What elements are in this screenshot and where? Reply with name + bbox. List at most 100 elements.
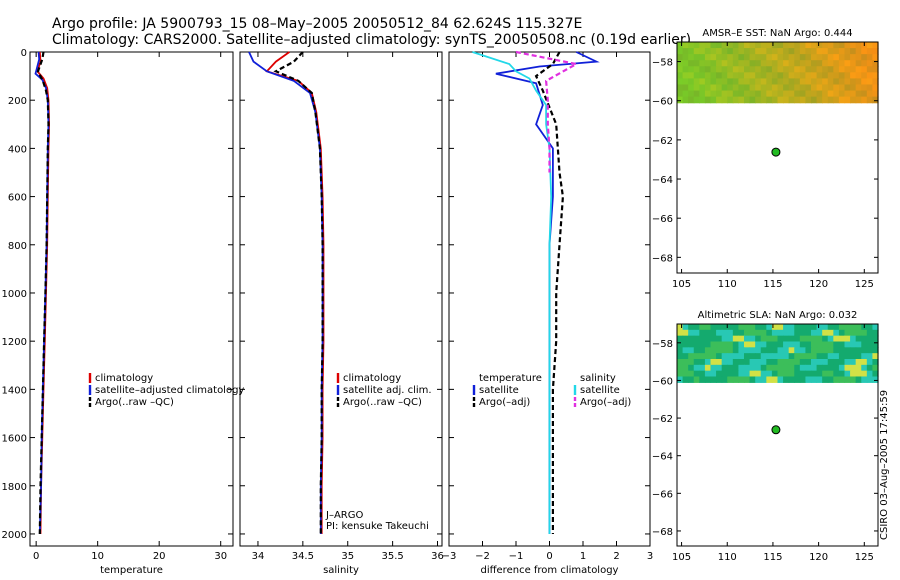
temperature-xlabel: temperature [100,565,163,576]
sla_map-cell [816,353,823,360]
sst_map-cell [677,84,684,92]
sla_map-cell [727,358,734,366]
sla_map-cell [749,347,756,354]
sst_map-cell [716,42,723,49]
sla_map-cell [693,353,700,360]
sla_map-cell [799,353,807,360]
sla_map-frame [676,323,879,547]
sla_map-cell [838,335,846,343]
sla_map-cell [732,324,740,331]
sst_map-cell [838,72,846,80]
sst_map-cell [833,60,840,67]
sla_map-cell [783,347,790,354]
sst_map-cell [816,42,823,49]
sst_map-cell [844,96,851,104]
sst_map-cell [805,42,812,49]
sst_map-cell [833,72,840,80]
sst_map-cell [738,84,745,92]
sla_map-cell [861,341,868,348]
difference-xlabel: difference from climatology [481,565,619,576]
sla_map-cell [811,364,818,372]
sst_map-cell [744,66,751,73]
sla_map-cell [755,341,762,348]
sla_map-cell [794,353,801,360]
sla_map-cell [777,341,784,348]
sst_map-cell [749,42,756,49]
sst_map-cell [732,84,740,92]
sla_map-cell [704,370,712,378]
sla_map-cell [872,353,879,360]
sla_map-cell [783,341,790,348]
sla_map-cell [682,370,689,378]
sla_map-cell [727,376,734,383]
sst_map-cell [704,96,712,104]
sst_map-cell [788,60,795,67]
sla_map-cell [866,329,874,337]
sla_map-cell [805,358,812,366]
sla_map-cell [850,324,857,331]
sst_map-cell [838,90,846,98]
sst_map-xtick-label: 120 [809,279,828,290]
sla_map-cell [704,335,712,343]
sst_map-cell [766,54,773,61]
sst_map-cell [688,54,695,61]
sla_map-cell [760,364,767,372]
difference-xtick-label: 0 [546,551,552,562]
sst_map-cell [749,60,756,67]
salinity-xlabel: salinity [323,565,359,576]
sla_map-cell [783,335,790,343]
sla_map-cell [838,341,846,348]
sst_map-cell [766,84,773,92]
sst_map-ytick-label: −68 [652,253,673,264]
sla_map-cell [811,341,818,348]
sst_map-cell [682,48,689,55]
sla_map-cell [727,364,734,372]
sla_map-cell [844,329,851,337]
sla_map-cell [749,358,756,366]
sst_map-cell [732,90,740,98]
sla_map-cell [833,353,840,360]
sla_map-cell [766,353,773,360]
sst_map-cell [716,66,723,73]
sst_map-cell [710,90,717,98]
sla_map-cell [850,335,857,343]
sst_map-cell [816,96,823,104]
sla_map-cell [805,324,812,331]
sst_map-cell [688,84,695,92]
sst_map-cell [716,48,723,55]
sst_map-cell [744,42,751,49]
sst_map-cell [811,72,818,80]
sst_map-cell [749,78,756,86]
sst_map-cell [838,60,846,67]
sla_map-cell [822,324,829,331]
sst_map-cell [755,60,762,67]
sst_map-cell [738,66,745,73]
sst_map-cell [811,90,818,98]
sla_map-cell [799,370,807,378]
sla_map-cell [805,335,812,343]
sst_map-cell [866,72,874,80]
sla_map-cell [760,324,767,331]
sla_map-cell [727,335,734,343]
sst_map-cell [844,72,851,80]
sst_map-cell [704,66,712,73]
sla_map-cell [727,353,734,360]
sla_map-cell [855,335,862,343]
sla_map-cell [721,324,728,331]
sla_map-cell [766,329,773,337]
sla_map-cell [704,324,712,331]
sst_map-cell [760,42,767,49]
sla_map-cell [760,329,767,337]
sla_map-cell [788,335,795,343]
sst_map-cell [850,54,857,61]
sla_map-cell [872,358,879,366]
sst_map-cell [710,42,717,49]
sst_map-cell [861,72,868,80]
sla_map-cell [833,335,840,343]
sla_map-cell [732,364,740,372]
sla_map-cell [799,358,807,366]
sla_map-cell [755,335,762,343]
sst_map-cell [744,48,751,55]
sla_map-xtick-label: 120 [809,552,828,563]
sst_map-cell [811,54,818,61]
